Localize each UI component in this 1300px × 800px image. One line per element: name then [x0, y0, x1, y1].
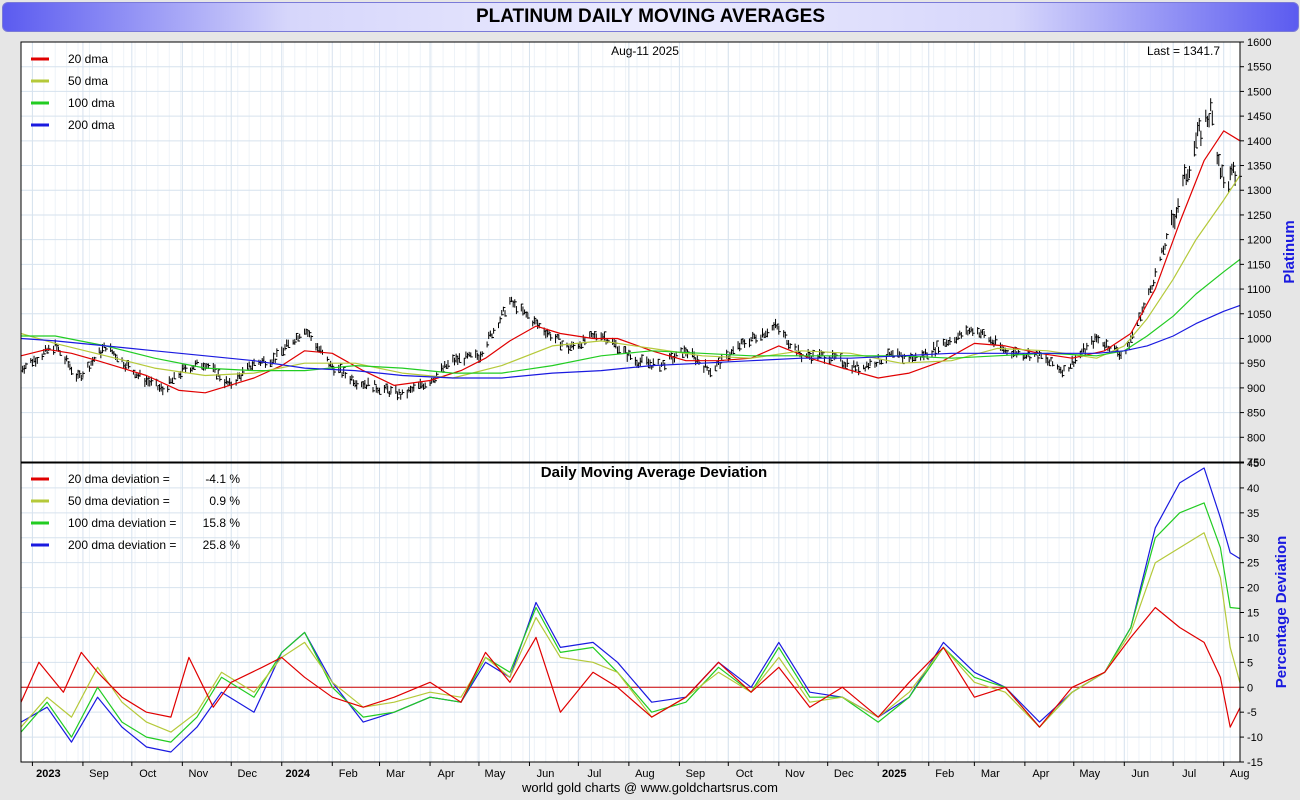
price-y-tick-label: 1450	[1247, 111, 1271, 123]
x-tick-label: Oct	[736, 768, 753, 780]
deviation-y-tick-label: 15	[1247, 608, 1259, 620]
deviation-line-20-dma	[20, 606, 1241, 728]
price-y-tick-label: 1300	[1247, 185, 1271, 197]
x-tick-label: Oct	[139, 768, 156, 780]
x-tick-label: Jun	[1131, 768, 1149, 780]
price-y-tick-label: 1150	[1247, 259, 1271, 271]
deviation-panel-border	[20, 462, 1241, 763]
x-tick-label: 2024	[286, 768, 311, 780]
legend-value: 15.8 %	[203, 516, 241, 530]
footer-credit: world gold charts @ www.goldchartsrus.co…	[522, 780, 778, 795]
price-axis-title: Platinum	[1281, 220, 1298, 283]
x-tick-label: May	[485, 768, 506, 780]
price-bars	[20, 98, 1242, 401]
price-panel	[21, 42, 1240, 462]
price-y-tick-label: 850	[1247, 408, 1265, 420]
legend-value: -4.1 %	[205, 472, 240, 486]
deviation-y-tick-label: -5	[1247, 707, 1257, 719]
x-tick-label: 2023	[36, 768, 60, 780]
ma-line-20-dma	[20, 130, 1241, 394]
price-y-tick-label: 1600	[1247, 37, 1271, 49]
price-y-tick-label: 900	[1247, 383, 1265, 395]
deviation-y-tick-label: 45	[1247, 458, 1259, 470]
last-price-label: Last = 1341.7	[1147, 44, 1220, 58]
legend-label: 200 dma	[68, 118, 115, 132]
chart-title: PLATINUM DAILY MOVING AVERAGES	[475, 6, 826, 27]
x-tick-label: Jul	[587, 768, 601, 780]
deviation-axis-title: Percentage Deviation	[1273, 536, 1290, 689]
price-y-tick-label: 1100	[1247, 284, 1271, 296]
deviation-y-tick-label: 25	[1247, 558, 1259, 570]
legend-label: 100 dma deviation =	[68, 516, 176, 530]
deviation-y-tick-label: -15	[1247, 757, 1263, 769]
x-tick-label: Dec	[834, 768, 854, 780]
x-tick-label: Dec	[237, 768, 257, 780]
price-y-tick-label: 1350	[1247, 161, 1271, 173]
deviation-y-tick-label: 40	[1247, 483, 1259, 495]
deviation-y-tick-label: 30	[1247, 533, 1259, 545]
ma-line-200-dma	[20, 304, 1241, 379]
x-tick-label: Nov	[189, 768, 209, 780]
x-tick-label: Jul	[1182, 768, 1196, 780]
title-bar: PLATINUM DAILY MOVING AVERAGES	[2, 2, 1299, 32]
date-label: Aug-11 2025	[611, 44, 679, 58]
price-y-tick-label: 1050	[1247, 309, 1271, 321]
deviation-panel-title: Daily Moving Average Deviation	[541, 464, 767, 481]
legend-label: 20 dma deviation =	[68, 472, 170, 486]
price-y-tick-label: 1550	[1247, 62, 1271, 74]
deviation-line-50-dma	[20, 532, 1241, 733]
ma-line-100-dma	[21, 258, 1241, 374]
x-tick-label: Sep	[686, 768, 706, 780]
price-y-tick-label: 1200	[1247, 235, 1271, 247]
x-tick-label: Sep	[89, 768, 109, 780]
x-tick-label: Nov	[785, 768, 805, 780]
price-y-tick-label: 1000	[1247, 333, 1271, 345]
price-panel-border	[20, 41, 1241, 463]
x-tick-label: Apr	[437, 768, 454, 780]
x-tick-label: Apr	[1032, 768, 1049, 780]
x-tick-label: Mar	[386, 768, 405, 780]
legend-label: 20 dma	[68, 52, 108, 66]
legend-label: 100 dma	[68, 96, 115, 110]
deviation-y-tick-label: -10	[1247, 732, 1263, 744]
x-tick-label: Aug	[1230, 768, 1250, 780]
legend-label: 50 dma	[68, 74, 108, 88]
deviation-y-tick-label: 0	[1247, 682, 1253, 694]
legend-label: 50 dma deviation =	[68, 494, 170, 508]
x-tick-label: Aug	[635, 768, 655, 780]
legend-value: 25.8 %	[203, 538, 241, 552]
ma-line-50-dma	[20, 175, 1241, 379]
price-y-tick-label: 950	[1247, 358, 1265, 370]
price-y-tick-label: 1400	[1247, 136, 1271, 148]
price-y-tick-label: 1250	[1247, 210, 1271, 222]
x-tick-label: Mar	[981, 768, 1000, 780]
x-tick-label: Feb	[935, 768, 954, 780]
deviation-y-tick-label: 20	[1247, 583, 1259, 595]
price-y-tick-label: 1500	[1247, 86, 1271, 98]
x-tick-label: Feb	[339, 768, 358, 780]
deviation-y-tick-label: 10	[1247, 632, 1259, 644]
x-tick-label: May	[1079, 768, 1100, 780]
legend-value: 0.9 %	[209, 494, 240, 508]
deviation-y-tick-label: 5	[1247, 657, 1253, 669]
price-y-tick-label: 800	[1247, 432, 1265, 444]
x-tick-label: 2025	[882, 768, 906, 780]
price-y-tick-label: 750	[1247, 457, 1265, 469]
x-tick-label: Jun	[537, 768, 555, 780]
legend-label: 200 dma deviation =	[68, 538, 176, 552]
deviation-y-tick-label: 35	[1247, 508, 1259, 520]
